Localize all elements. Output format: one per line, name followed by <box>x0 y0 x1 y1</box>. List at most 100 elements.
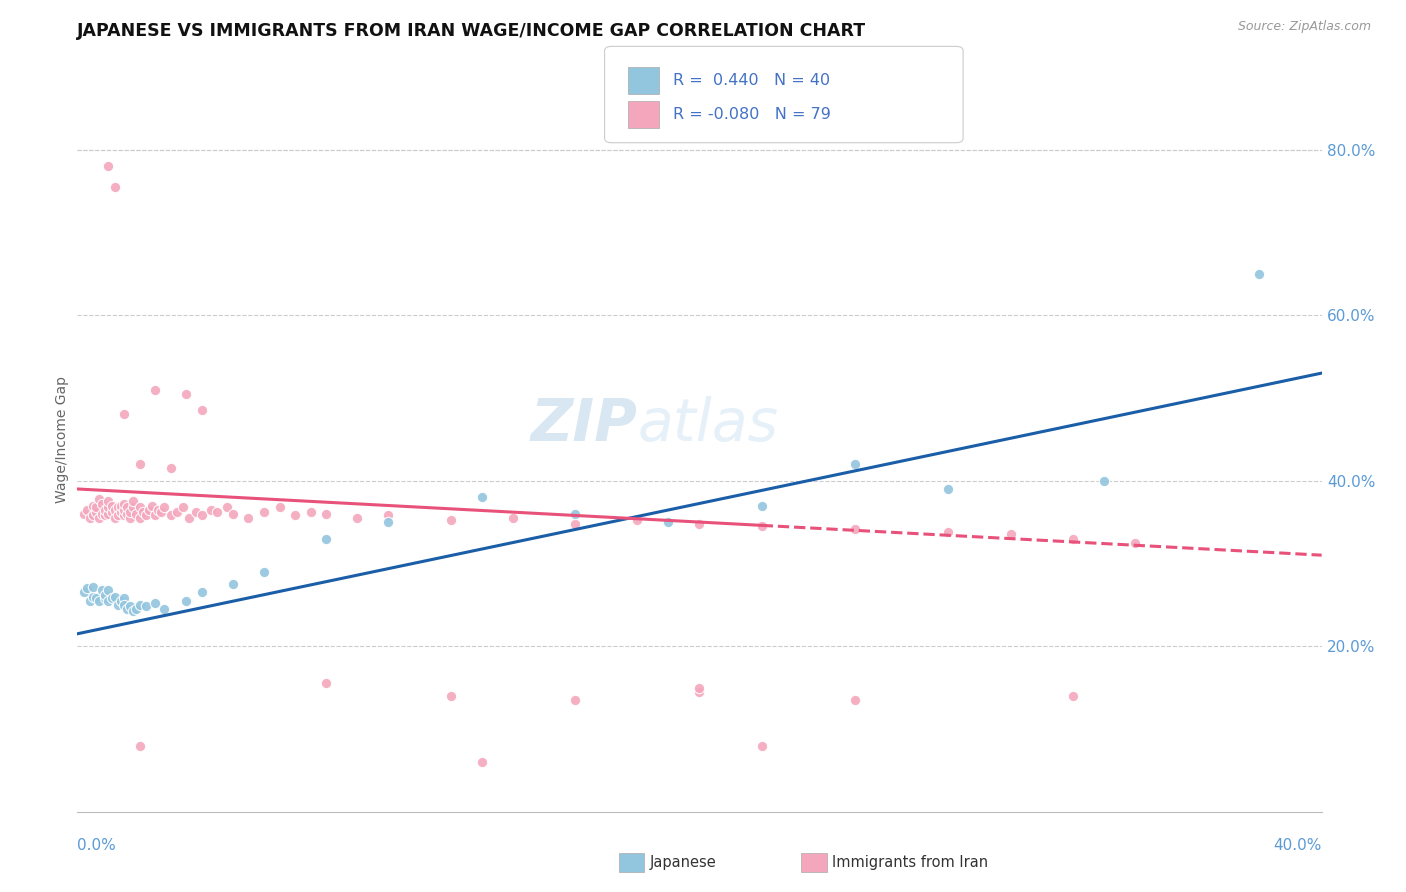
Text: 40.0%: 40.0% <box>1274 838 1322 853</box>
Point <box>172 500 194 515</box>
Point <box>751 739 773 753</box>
Text: ZIP: ZIP <box>530 396 637 453</box>
Point <box>120 599 142 614</box>
Point <box>564 516 586 531</box>
Point <box>94 502 117 516</box>
Point <box>844 693 866 707</box>
Point <box>125 507 148 521</box>
Point <box>76 582 98 596</box>
Point <box>104 180 127 194</box>
Point <box>120 505 142 519</box>
Point <box>689 684 711 698</box>
Point <box>751 519 773 533</box>
Point <box>184 505 207 519</box>
Point <box>107 508 129 523</box>
Point <box>128 598 150 612</box>
Point <box>153 500 176 515</box>
Point <box>82 499 104 513</box>
Point <box>938 482 960 496</box>
Point <box>120 511 142 525</box>
Point <box>100 591 122 606</box>
Point <box>79 511 101 525</box>
Point <box>82 590 104 604</box>
Text: Immigrants from Iran: Immigrants from Iran <box>832 855 988 870</box>
Point <box>84 591 107 606</box>
Point <box>440 513 463 527</box>
Point <box>122 494 145 508</box>
Point <box>135 508 157 523</box>
Point <box>128 500 150 515</box>
Point <box>112 408 135 422</box>
Point <box>91 582 114 597</box>
Point <box>112 598 135 612</box>
Point <box>315 532 337 546</box>
Point <box>87 491 110 506</box>
Point <box>1062 689 1084 703</box>
Point <box>87 593 110 607</box>
Point <box>112 497 135 511</box>
Point <box>100 505 122 519</box>
Point <box>110 593 132 607</box>
Point <box>110 505 132 519</box>
Point <box>122 604 145 618</box>
Point <box>159 508 181 523</box>
Point <box>112 591 135 606</box>
Point <box>253 565 276 579</box>
Point <box>141 499 163 513</box>
Point <box>471 755 494 769</box>
Point <box>97 593 120 607</box>
Point <box>1249 267 1271 281</box>
Point <box>200 502 222 516</box>
Point <box>174 386 197 401</box>
Point <box>148 502 170 516</box>
Point <box>128 457 150 471</box>
Point <box>94 588 117 602</box>
Point <box>564 507 586 521</box>
Point <box>135 599 157 614</box>
Point <box>115 507 138 521</box>
Point <box>97 494 120 508</box>
Text: atlas: atlas <box>637 396 779 453</box>
Point <box>82 580 104 594</box>
Point <box>107 500 129 515</box>
Text: 0.0%: 0.0% <box>77 838 117 853</box>
Point <box>166 505 188 519</box>
Text: Source: ZipAtlas.com: Source: ZipAtlas.com <box>1237 20 1371 33</box>
Point <box>238 511 260 525</box>
Point <box>122 500 145 515</box>
Point <box>471 490 494 504</box>
Point <box>84 505 107 519</box>
Point <box>82 508 104 523</box>
Point <box>97 507 120 521</box>
Y-axis label: Wage/Income Gap: Wage/Income Gap <box>55 376 69 503</box>
Point <box>128 739 150 753</box>
Point <box>174 593 197 607</box>
Point <box>284 508 307 523</box>
Point <box>1062 532 1084 546</box>
Text: R = -0.080   N = 79: R = -0.080 N = 79 <box>673 107 831 121</box>
Point <box>844 522 866 536</box>
Point <box>153 602 176 616</box>
Point <box>128 511 150 525</box>
Point <box>72 585 94 599</box>
Point <box>315 507 337 521</box>
Point <box>346 511 368 525</box>
Point <box>91 497 114 511</box>
Point <box>91 507 114 521</box>
Point <box>143 508 166 523</box>
Point <box>844 457 866 471</box>
Point <box>1092 474 1115 488</box>
Point <box>79 593 101 607</box>
Point <box>751 499 773 513</box>
Point <box>107 598 129 612</box>
Text: JAPANESE VS IMMIGRANTS FROM IRAN WAGE/INCOME GAP CORRELATION CHART: JAPANESE VS IMMIGRANTS FROM IRAN WAGE/IN… <box>77 22 866 40</box>
Point <box>94 508 117 523</box>
Point <box>179 511 201 525</box>
Point <box>115 500 138 515</box>
Point <box>938 524 960 539</box>
Point <box>104 590 127 604</box>
Point <box>112 502 135 516</box>
Point <box>143 596 166 610</box>
Point <box>110 499 132 513</box>
Point <box>191 585 214 599</box>
